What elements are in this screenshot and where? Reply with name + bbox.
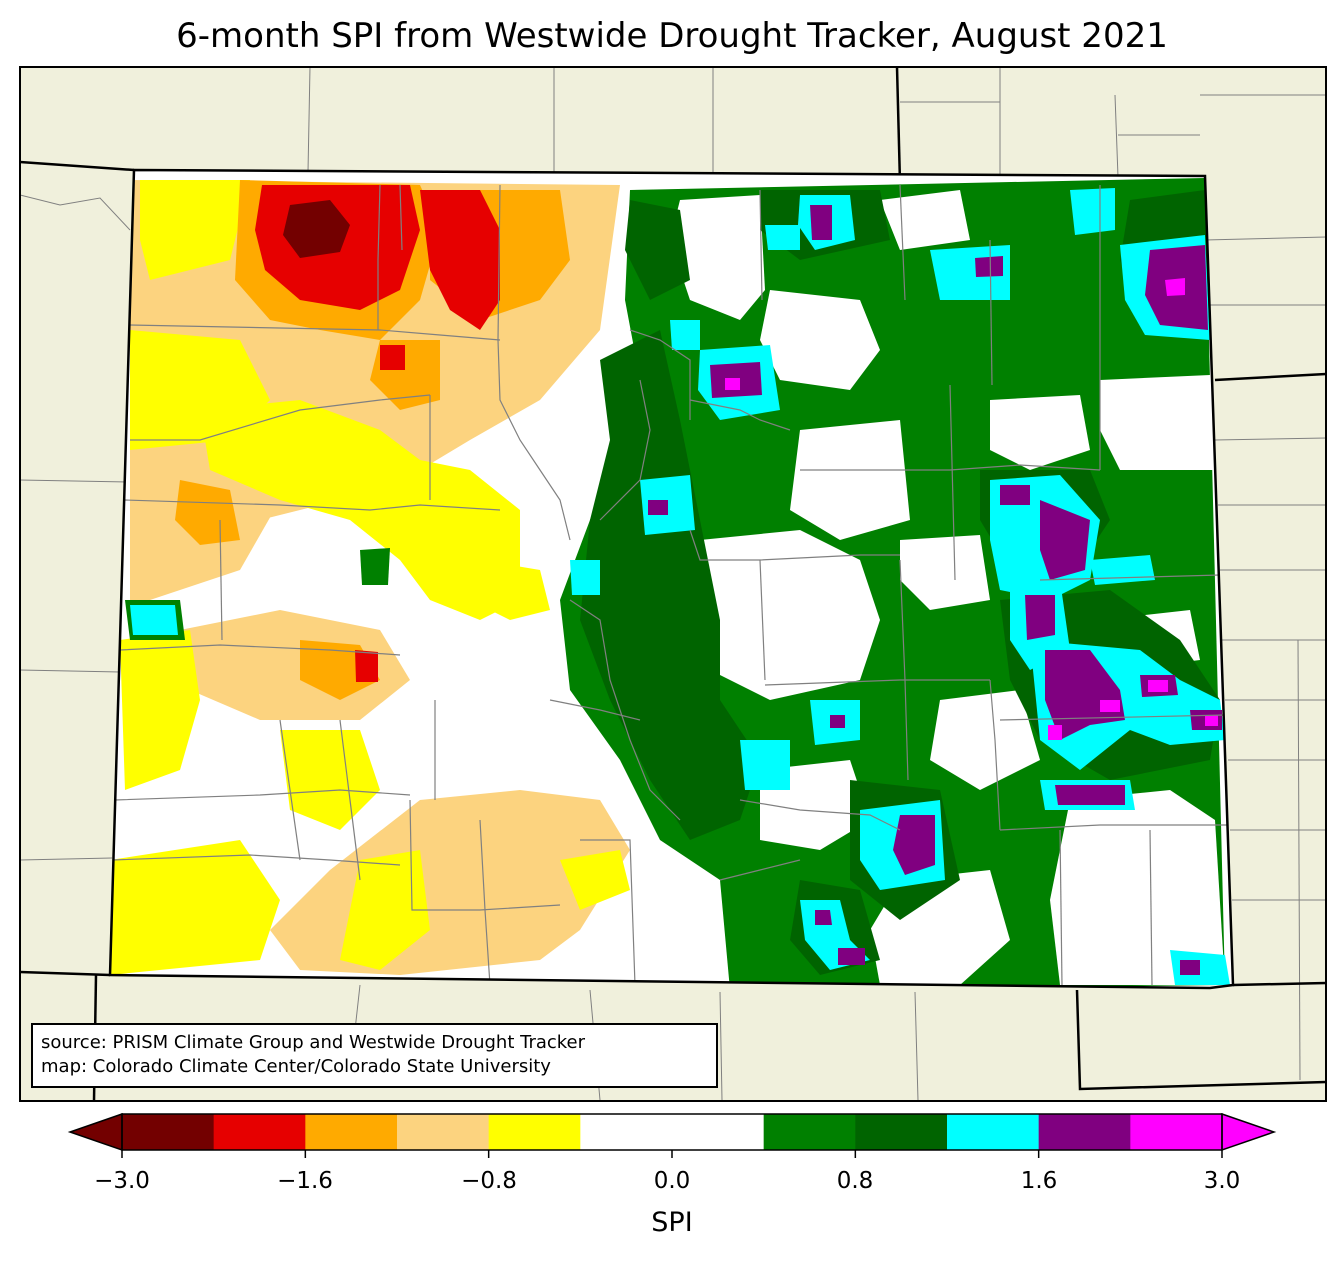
colorbar-label: SPI [651, 1207, 693, 1238]
colorbar-bin [488, 1114, 581, 1150]
colorbar-bin [213, 1114, 306, 1150]
tick-label: 0.8 [836, 1168, 874, 1194]
map-frame [19, 66, 1327, 1102]
source-attribution-box: source: PRISM Climate Group and Westwide… [31, 1023, 718, 1088]
colorbar-bin [672, 1114, 765, 1150]
colorbar-bin [763, 1114, 856, 1150]
colorbar-bin [397, 1114, 490, 1150]
map-credit-line: map: Colorado Climate Center/Colorado St… [41, 1056, 551, 1077]
colorado-spi-field [110, 170, 1233, 988]
tick-label: −0.8 [461, 1168, 517, 1194]
colorbar-bin [122, 1114, 215, 1150]
tick-label: 3.0 [1203, 1168, 1241, 1194]
colorbar-bin [855, 1114, 948, 1150]
colorbar-bin [1038, 1114, 1131, 1150]
colorbar-extend-high [1221, 1112, 1277, 1152]
colorbar-bin [1130, 1114, 1223, 1150]
colorbar-extend-low [67, 1112, 123, 1152]
tick-label: −1.6 [277, 1168, 333, 1194]
colorbar-bin [580, 1114, 673, 1150]
colorado-border [108, 168, 1235, 990]
colorbar-bin [305, 1114, 398, 1150]
tick-label: 0.0 [653, 1168, 691, 1194]
tick-label: −3.0 [94, 1168, 150, 1194]
colorbar-bin [947, 1114, 1040, 1150]
map-title: 6-month SPI from Westwide Drought Tracke… [176, 16, 1168, 56]
source-line: source: PRISM Climate Group and Westwide… [41, 1032, 586, 1053]
tick-label: 1.6 [1020, 1168, 1058, 1194]
